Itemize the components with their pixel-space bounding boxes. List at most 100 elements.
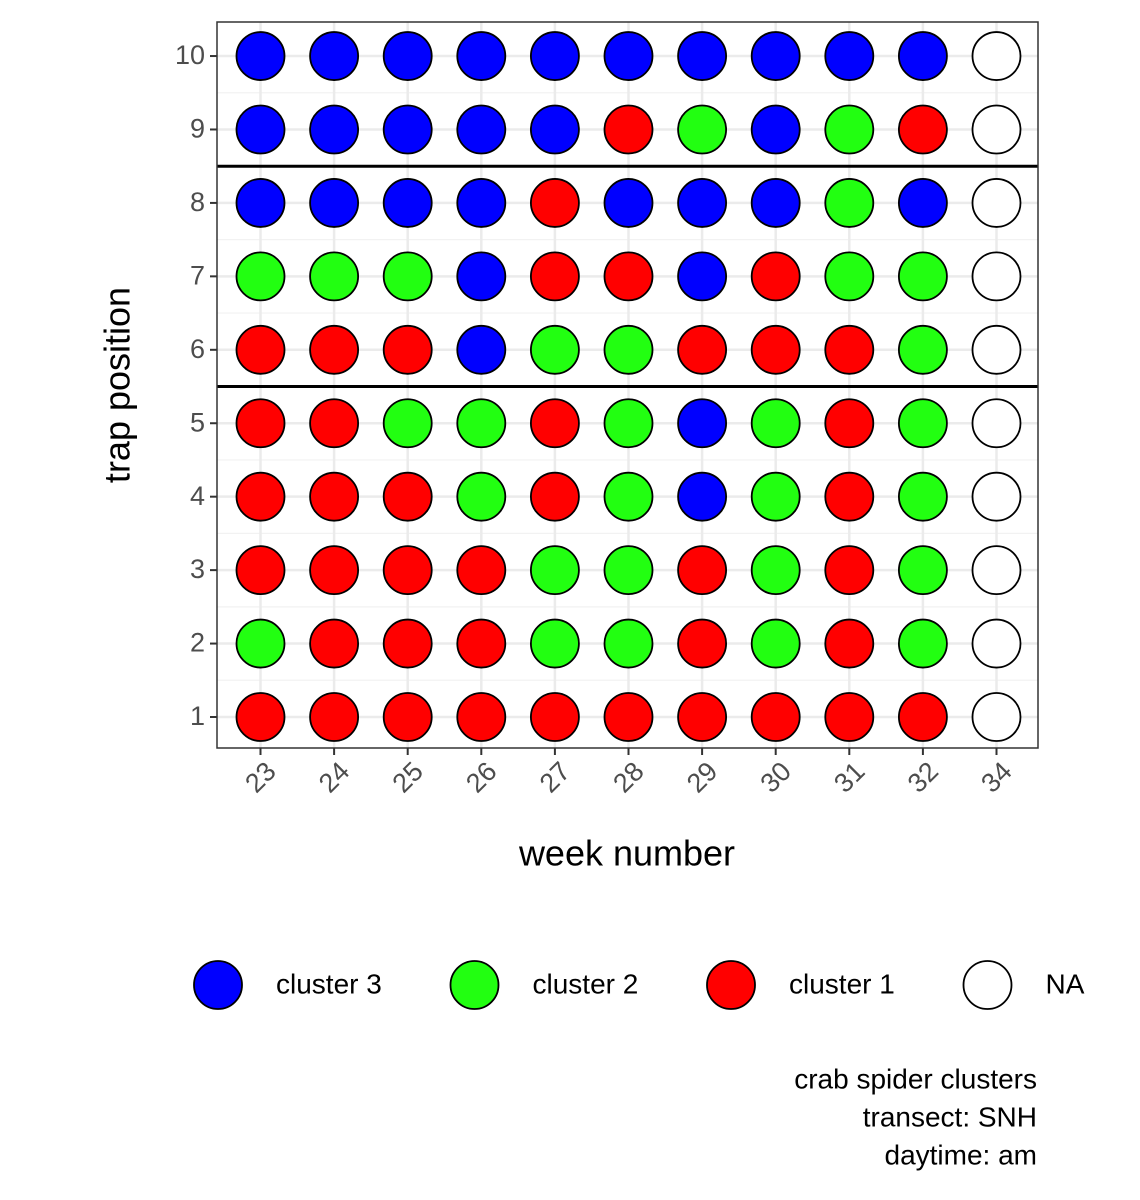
dot	[235, 178, 286, 228]
dot	[530, 31, 580, 81]
dot	[530, 104, 580, 155]
dot	[824, 251, 875, 302]
dot	[677, 692, 727, 742]
dot	[603, 471, 654, 522]
dot	[235, 104, 286, 155]
dot	[309, 178, 360, 228]
dot	[824, 618, 875, 669]
dot	[309, 31, 360, 81]
legend-label: NA	[1046, 968, 1085, 999]
dot	[235, 471, 286, 522]
dot	[750, 251, 801, 302]
dot	[382, 692, 433, 742]
legend-swatch	[706, 960, 756, 1010]
dot	[971, 545, 1022, 596]
dot	[382, 104, 433, 155]
y-tick-label: 4	[190, 481, 205, 511]
dot	[603, 251, 654, 302]
dot	[456, 31, 507, 81]
dot	[603, 692, 654, 742]
caption: transect: SNH	[863, 1101, 1037, 1132]
dot	[750, 324, 801, 375]
dot	[603, 545, 654, 596]
y-axis-title: trap position	[97, 287, 138, 483]
dot	[677, 545, 727, 596]
dot	[530, 251, 580, 302]
dot	[382, 251, 433, 302]
legend-label: cluster 1	[789, 968, 895, 999]
dot	[898, 692, 948, 742]
dot	[677, 104, 727, 155]
dot	[456, 398, 507, 449]
dot	[750, 471, 801, 522]
dot	[898, 618, 948, 669]
dot	[971, 251, 1022, 302]
dot	[456, 692, 507, 742]
dot	[898, 398, 948, 449]
dot	[677, 178, 727, 228]
dot	[603, 324, 654, 375]
y-tick-label: 8	[190, 187, 205, 217]
y-tick-label: 9	[190, 114, 205, 144]
dot	[309, 104, 360, 155]
caption: daytime: am	[885, 1139, 1038, 1170]
dot	[750, 618, 801, 669]
dot	[824, 31, 875, 81]
dot	[530, 692, 580, 742]
dot	[898, 178, 948, 228]
dot	[456, 251, 507, 302]
dot	[824, 471, 875, 522]
dot	[309, 692, 360, 742]
dot	[603, 104, 654, 155]
dot	[530, 178, 580, 228]
dot	[971, 398, 1022, 449]
dot	[824, 398, 875, 449]
dot	[309, 545, 360, 596]
dot	[898, 545, 948, 596]
legend-label: cluster 2	[533, 968, 639, 999]
dot	[898, 251, 948, 302]
y-tick-label: 2	[190, 628, 205, 658]
dot	[235, 324, 286, 375]
y-tick-label: 7	[190, 260, 205, 290]
dot	[824, 104, 875, 155]
dot	[677, 398, 727, 449]
y-tick-label: 10	[175, 40, 205, 70]
dot	[382, 178, 433, 228]
dot	[530, 545, 580, 596]
dot	[898, 31, 948, 81]
dot	[750, 104, 801, 155]
dot	[750, 178, 801, 228]
caption: crab spider clusters	[794, 1063, 1037, 1094]
legend-swatch	[962, 960, 1013, 1010]
dot	[824, 324, 875, 375]
dot	[750, 692, 801, 742]
dot	[824, 692, 875, 742]
dot	[530, 471, 580, 522]
dot	[456, 545, 507, 596]
dot	[677, 324, 727, 375]
dot	[309, 398, 360, 449]
legend-swatch	[193, 960, 243, 1010]
dot	[898, 471, 948, 522]
y-tick-label: 5	[190, 407, 205, 437]
dot	[235, 31, 286, 81]
y-tick-label: 3	[190, 554, 205, 584]
dot	[309, 324, 360, 375]
dot	[603, 618, 654, 669]
dot	[750, 398, 801, 449]
dot	[456, 178, 507, 228]
dot	[971, 104, 1022, 155]
dot	[824, 545, 875, 596]
dot	[603, 178, 654, 228]
dot	[603, 31, 654, 81]
dot	[235, 618, 286, 669]
dot	[824, 178, 875, 228]
dot	[456, 104, 507, 155]
dot	[971, 618, 1022, 669]
dot	[677, 251, 727, 302]
dot	[309, 618, 360, 669]
dot	[456, 324, 507, 375]
